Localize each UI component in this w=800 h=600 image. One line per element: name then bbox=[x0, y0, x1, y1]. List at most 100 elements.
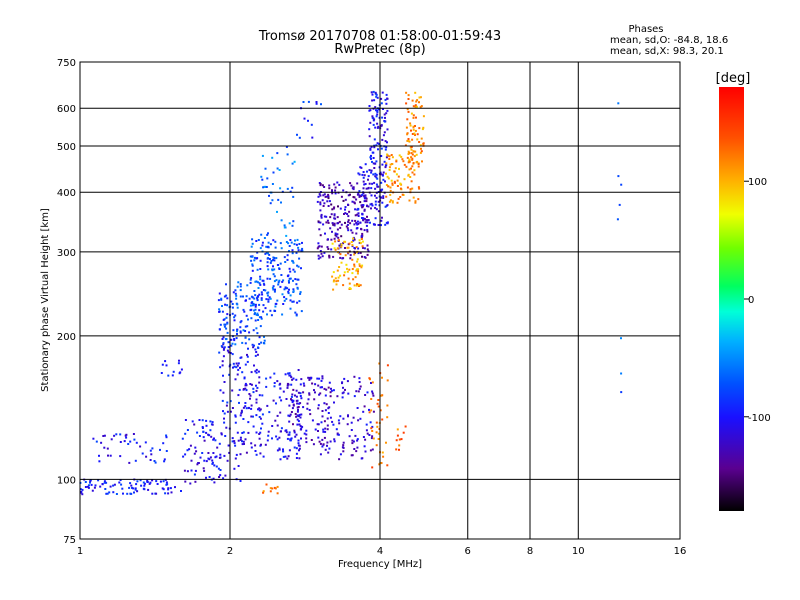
data-point bbox=[242, 418, 245, 420]
data-point bbox=[409, 188, 412, 191]
data-point bbox=[130, 484, 133, 487]
data-point bbox=[371, 204, 374, 207]
data-point bbox=[386, 109, 389, 112]
data-point bbox=[289, 307, 292, 310]
data-point bbox=[282, 390, 285, 393]
data-point bbox=[250, 407, 253, 410]
data-point bbox=[184, 453, 187, 456]
data-point bbox=[348, 268, 351, 271]
data-point bbox=[323, 420, 326, 423]
data-point bbox=[300, 437, 302, 440]
data-point bbox=[360, 457, 363, 460]
data-point bbox=[361, 232, 364, 235]
data-point bbox=[371, 435, 374, 438]
data-point bbox=[292, 377, 295, 380]
data-point bbox=[188, 448, 191, 451]
data-point bbox=[290, 376, 293, 379]
data-point bbox=[411, 158, 414, 161]
data-point bbox=[288, 420, 291, 423]
data-point bbox=[163, 460, 166, 463]
data-point bbox=[321, 410, 324, 412]
data-point bbox=[370, 382, 372, 384]
data-point bbox=[141, 452, 144, 455]
data-point bbox=[272, 285, 275, 288]
data-point bbox=[292, 300, 295, 303]
data-point bbox=[165, 364, 168, 367]
data-point bbox=[366, 391, 369, 394]
data-point bbox=[334, 186, 337, 189]
data-point bbox=[355, 269, 358, 272]
data-point bbox=[337, 236, 340, 239]
data-point bbox=[119, 433, 122, 436]
data-point bbox=[292, 399, 295, 402]
data-point bbox=[255, 431, 258, 434]
data-point bbox=[357, 390, 360, 393]
data-point bbox=[414, 104, 417, 107]
data-point bbox=[193, 473, 196, 476]
data-point bbox=[278, 279, 281, 282]
data-point bbox=[305, 437, 308, 440]
data-point bbox=[367, 178, 369, 181]
data-point bbox=[285, 398, 288, 400]
data-point bbox=[331, 192, 334, 195]
data-point bbox=[321, 377, 324, 380]
data-point bbox=[216, 446, 219, 449]
data-point bbox=[147, 488, 150, 491]
data-point bbox=[308, 393, 311, 396]
data-point bbox=[226, 459, 229, 462]
data-point bbox=[232, 366, 234, 369]
data-point bbox=[414, 134, 416, 136]
data-point bbox=[109, 454, 112, 457]
data-point bbox=[259, 431, 262, 434]
data-point bbox=[266, 233, 269, 236]
data-point bbox=[308, 392, 311, 395]
data-point bbox=[385, 184, 388, 186]
data-point bbox=[365, 423, 368, 426]
data-point bbox=[261, 178, 264, 181]
data-point bbox=[233, 440, 236, 443]
data-point bbox=[291, 224, 294, 227]
data-point bbox=[378, 362, 381, 365]
data-point bbox=[219, 366, 222, 369]
data-point bbox=[350, 429, 353, 431]
data-point bbox=[400, 438, 403, 441]
data-point bbox=[289, 239, 292, 241]
data-point bbox=[261, 279, 264, 282]
data-point bbox=[321, 386, 323, 389]
data-point bbox=[259, 408, 262, 411]
data-point bbox=[348, 242, 351, 245]
data-point bbox=[299, 425, 302, 427]
data-point bbox=[298, 449, 300, 452]
data-point bbox=[288, 267, 291, 270]
data-point bbox=[353, 265, 356, 268]
data-point bbox=[357, 283, 360, 286]
data-point bbox=[356, 446, 359, 449]
data-point bbox=[296, 133, 298, 136]
data-point bbox=[372, 437, 375, 440]
data-point bbox=[251, 238, 254, 241]
data-point bbox=[402, 160, 405, 163]
data-point bbox=[125, 436, 128, 439]
data-point bbox=[260, 317, 263, 320]
data-point bbox=[218, 442, 221, 445]
data-point bbox=[292, 220, 295, 223]
data-point bbox=[317, 254, 320, 257]
data-point bbox=[314, 391, 316, 394]
data-point bbox=[218, 476, 221, 478]
data-point bbox=[259, 325, 262, 328]
data-point bbox=[356, 272, 359, 275]
data-point bbox=[211, 459, 214, 462]
data-point bbox=[360, 227, 362, 230]
data-point bbox=[357, 172, 360, 175]
data-point bbox=[306, 407, 309, 410]
data-point bbox=[149, 481, 152, 484]
data-point bbox=[323, 387, 326, 390]
data-point bbox=[104, 488, 107, 490]
data-point bbox=[330, 238, 333, 241]
data-point bbox=[376, 177, 379, 180]
data-point bbox=[258, 316, 261, 319]
data-point bbox=[254, 294, 257, 297]
data-point bbox=[243, 443, 245, 445]
data-point bbox=[260, 291, 263, 294]
